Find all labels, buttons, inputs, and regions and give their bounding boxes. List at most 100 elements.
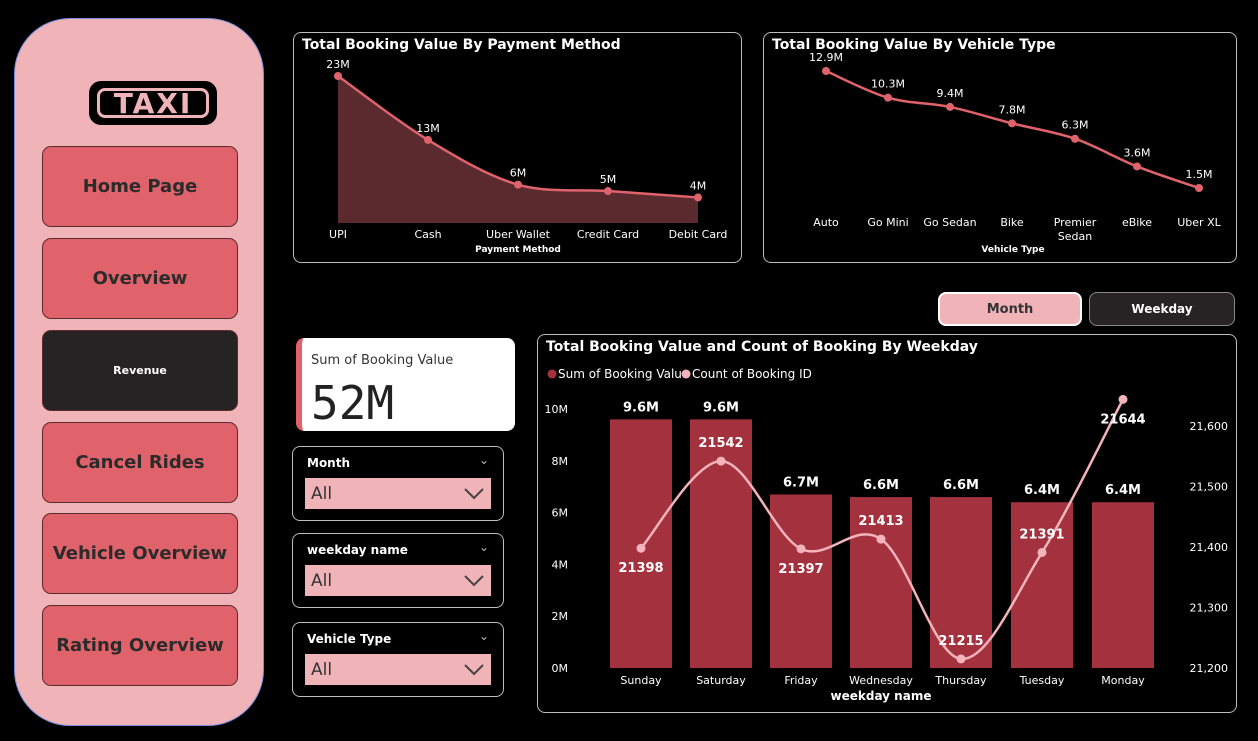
x-tick-label: Tuesday <box>1019 674 1065 687</box>
bar-data-label: 6.6M <box>863 478 899 493</box>
bar-data-label: 6.4M <box>1024 483 1060 498</box>
nav-rating-overview-button[interactable]: Rating Overview <box>42 605 238 686</box>
data-label: 5M <box>600 173 617 186</box>
data-point <box>884 93 892 102</box>
bar <box>610 419 672 668</box>
x-axis-label: Vehicle Type <box>981 245 1044 255</box>
y2-tick-label: 21,300 <box>1190 602 1229 615</box>
data-label: 6M <box>510 167 527 180</box>
tick-label: Premier <box>1054 216 1097 229</box>
kpi-value: 52M <box>311 376 395 430</box>
month-toggle-button[interactable]: Month <box>938 292 1082 326</box>
month-dropdown[interactable]: All <box>305 478 491 509</box>
dropdown-value: All <box>311 483 333 504</box>
count-data-label: 21542 <box>698 436 743 451</box>
bar-data-label: 6.4M <box>1105 483 1141 498</box>
data-point <box>424 135 432 144</box>
data-label: 1.5M <box>1186 168 1213 181</box>
weekday-dropdown[interactable]: All <box>305 565 491 596</box>
count-data-point <box>1118 394 1128 404</box>
weekday-combo-chart-panel: Total Booking Value and Count of Booking… <box>537 334 1237 713</box>
data-label: 13M <box>416 122 440 135</box>
nav-label: Cancel Rides <box>75 452 205 473</box>
x-axis-label: Payment Method <box>475 245 561 255</box>
chevron-down-icon[interactable]: ⌄ <box>478 540 489 554</box>
x-tick-label: Monday <box>1101 674 1145 687</box>
logo-text: TAXI <box>113 86 193 120</box>
vehicle-type-dropdown[interactable]: All <box>305 654 491 685</box>
data-point <box>694 193 702 202</box>
data-point <box>1071 134 1079 143</box>
slicer-title: Month <box>307 456 351 470</box>
toggle-label: Weekday <box>1131 302 1193 316</box>
vehicle-type-chart-panel: Total Booking Value By Vehicle Type 12.9… <box>763 32 1237 263</box>
data-point <box>604 187 612 196</box>
x-tick-label: Saturday <box>696 674 746 687</box>
count-data-point <box>1037 547 1047 557</box>
chevron-down-icon[interactable]: ⌄ <box>478 629 489 643</box>
tick-label: Cash <box>414 228 441 241</box>
x-tick-label: Friday <box>784 674 818 687</box>
nav-label: Vehicle Overview <box>52 543 228 564</box>
vehicle-type-slicer: Vehicle Type ⌄ All <box>292 622 504 697</box>
data-label: 23M <box>326 58 350 71</box>
y-tick-label: 6M <box>552 507 569 520</box>
data-label: 12.9M <box>809 51 843 64</box>
x-axis-label: weekday name <box>831 689 932 703</box>
tick-label: Go Mini <box>867 216 908 229</box>
nav-overview-button[interactable]: Overview <box>42 238 238 319</box>
bar-data-label: 6.6M <box>943 478 979 493</box>
count-data-label: 21397 <box>778 562 823 577</box>
kpi-label: Sum of Booking Value <box>311 353 454 368</box>
chart-title: Total Booking Value By Vehicle Type <box>772 37 1056 53</box>
count-data-point <box>716 456 726 466</box>
count-data-point <box>876 534 886 544</box>
y-tick-label: 10M <box>545 403 569 416</box>
bar-data-label: 6.7M <box>783 475 819 490</box>
nav-vehicle-overview-button[interactable]: Vehicle Overview <box>42 513 238 594</box>
data-label: 7.8M <box>999 103 1026 116</box>
month-slicer: Month ⌄ All <box>292 446 504 521</box>
chevron-down-icon[interactable]: ⌄ <box>478 453 489 467</box>
nav-cancel-rides-button[interactable]: Cancel Rides <box>42 422 238 503</box>
y2-tick-label: 21,600 <box>1190 420 1229 433</box>
weekday-combo-chart: Sum of Booking Value Count of Booking ID 0… <box>545 367 1229 703</box>
y-tick-label: 0M <box>552 662 569 675</box>
tick-label: Debit Card <box>669 228 728 241</box>
x-tick-label: Sunday <box>620 674 662 687</box>
weekday-slicer: weekday name ⌄ All <box>292 533 504 608</box>
legend-marker <box>681 369 691 379</box>
slicer-title: Vehicle Type <box>307 632 392 646</box>
y2-tick-label: 21,400 <box>1190 541 1229 554</box>
slicer-title: weekday name <box>307 543 408 557</box>
data-point <box>1195 184 1203 192</box>
weekday-toggle-button[interactable]: Weekday <box>1089 292 1235 326</box>
bar <box>770 494 832 668</box>
x-tick-label: Wednesday <box>849 674 913 687</box>
nav-home-page-button[interactable]: Home Page <box>42 146 238 227</box>
data-point <box>946 102 954 111</box>
tick-label: Credit Card <box>577 228 639 241</box>
bar <box>850 497 912 668</box>
bar <box>1092 502 1154 668</box>
toggle-label: Month <box>986 301 1034 317</box>
dropdown-value: All <box>311 659 333 680</box>
legend-marker <box>547 369 557 379</box>
data-point <box>514 180 522 189</box>
tick-label: Uber XL <box>1177 216 1221 229</box>
data-point <box>822 67 830 75</box>
count-data-label: 21215 <box>938 634 983 649</box>
y-tick-label: 4M <box>552 558 569 571</box>
tick-label: Sedan <box>1058 230 1092 243</box>
kpi-card: Sum of Booking Value 52M <box>296 338 515 431</box>
y-tick-label: 2M <box>552 610 569 623</box>
bar <box>1011 502 1073 668</box>
nav-label: Home Page <box>82 176 198 197</box>
tick-label: eBike <box>1122 216 1152 229</box>
y-tick-label: 8M <box>552 455 569 468</box>
count-data-point <box>956 654 966 664</box>
nav-revenue-button[interactable]: Revenue <box>42 330 238 411</box>
legend-label: Sum of Booking Value <box>558 367 689 381</box>
data-label: 3.6M <box>1124 146 1151 159</box>
nav-label: Revenue <box>113 364 167 377</box>
